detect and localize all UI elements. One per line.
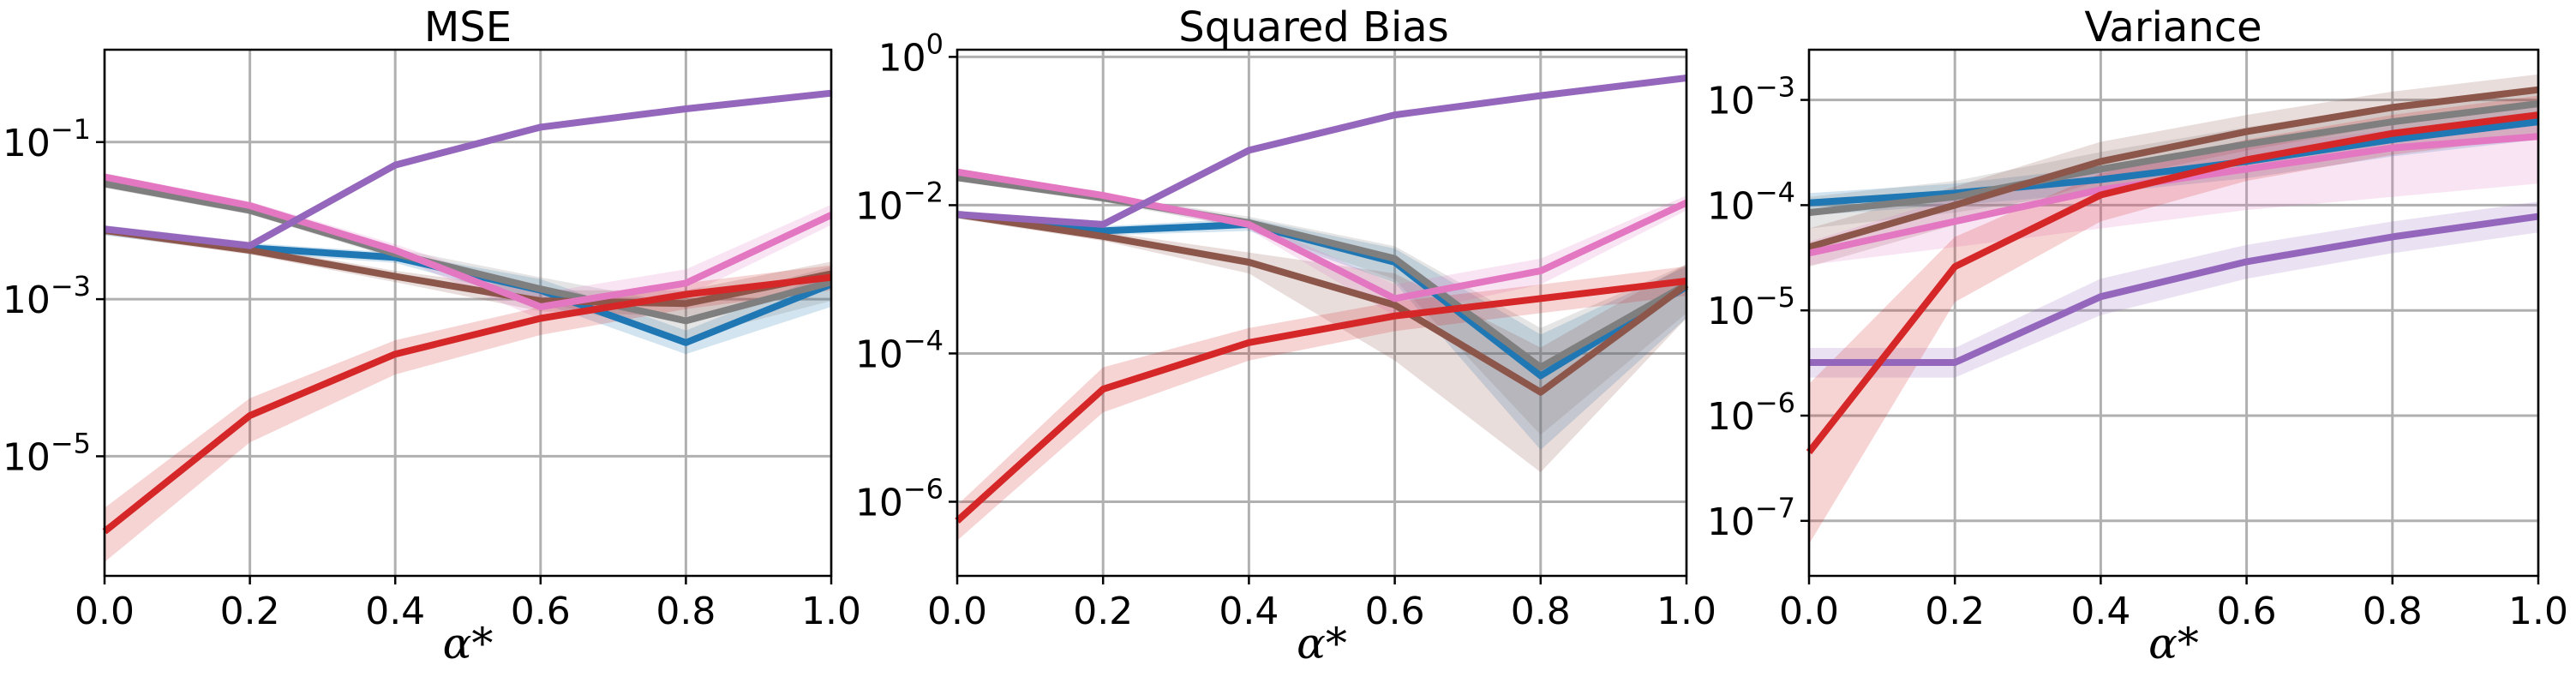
variance-series-line [1806,111,2539,455]
variance-confidence-band [1809,74,2538,267]
squared-bias-x-tick-label: 1.0 [1656,590,1716,633]
variance-x-tick-label: 0.4 [2070,590,2130,633]
mse-x-tick-label: 1.0 [801,590,861,633]
squared-bias-x-axis-label: α* [1297,619,1347,668]
squared-bias-series-line [956,211,1689,396]
mse-series-line [104,226,832,308]
squared-bias-confidence-band [957,210,1686,473]
mse-confidence-band [105,173,831,320]
variance-x-tick-label: 0.8 [2363,590,2423,633]
variance-y-tick-label: 10−5 [1707,281,1795,333]
squared-bias-series-line [956,75,1687,228]
mse-x-tick-label: 0.8 [656,590,716,633]
squared-bias-panel-title: Squared Bias [1178,3,1448,51]
variance-panel: Variance 0.0 0.2 0.4 0.6 0.8 1.0 10−7 10−6 10−5 1… [1707,3,2568,668]
squared-bias-y-tick-label: 10−2 [855,176,944,228]
variance-x-tick-label: 1.0 [2508,590,2568,633]
variance-x-tick-label: 0.0 [1779,590,1839,633]
mse-x-tick-label: 0.0 [75,590,135,633]
mse-x-tick-label: 0.2 [220,590,280,633]
mse-series-line [104,173,833,310]
mse-confidence-band [105,225,831,317]
mse-panel: MSE 0.0 0.2 0.4 0.6 0.8 1.0 10−5 10−3 10−1 α* [3,3,861,668]
squared-bias-x-tick-label: 0.2 [1073,590,1133,633]
squared-bias-x-tick-label: 0.0 [927,590,987,633]
mse-panel-title: MSE [424,3,512,51]
squared-bias-x-tick-label: 0.6 [1365,590,1425,633]
variance-panel-title: Variance [2084,3,2261,51]
mse-plot-frame [103,48,833,578]
variance-y-tick-label: 10−4 [1707,176,1795,228]
squared-bias-confidence-band [957,266,1686,541]
squared-bias-plot-frame [956,48,1688,578]
squared-bias-y-tick-label: 10−4 [855,324,944,376]
variance-series-line [1807,86,2539,251]
mse-series-line [104,180,833,325]
mse-x-tick-label: 0.6 [511,590,571,633]
mse-y-tick-label: 10−1 [3,113,91,165]
mse-series-line [104,89,832,249]
variance-series-line [1808,100,2539,217]
squared-bias-x-tick-label: 0.4 [1219,590,1279,633]
variance-x-axis-label: α* [2148,619,2199,668]
squared-bias-series-line [955,277,1687,524]
squared-bias-x-tick-label: 0.8 [1511,590,1571,633]
variance-plot-frame [1807,48,2540,578]
variance-y-tick-label: 10−6 [1707,386,1795,439]
mse-series-line [102,273,832,535]
squared-bias-series-line [956,168,1688,303]
variance-series-line [1808,118,2539,207]
variance-x-tick-label: 0.2 [1925,590,1985,633]
mse-confidence-band [105,225,831,355]
mse-confidence-band [105,90,831,249]
squared-bias-panel: Squared Bias 0.0 0.2 0.4 0.6 0.8 1.0 10−6 10−4 1… [855,3,1716,668]
variance-series-line [1809,213,2539,366]
mse-y-tick-label: 10−5 [3,427,91,479]
squared-bias-y-tick-label: 100 [878,27,944,80]
variance-y-tick-label: 10−3 [1707,71,1795,123]
squared-bias-confidence-band [957,210,1686,450]
variance-x-tick-label: 0.6 [2217,590,2277,633]
mse-y-tick-label: 10−3 [3,270,91,322]
variance-y-tick-label: 10−7 [1707,492,1795,544]
mse-x-tick-label: 0.4 [365,590,425,633]
squared-bias-y-tick-label: 10−6 [855,472,944,524]
mse-x-axis-label: α* [443,619,494,668]
